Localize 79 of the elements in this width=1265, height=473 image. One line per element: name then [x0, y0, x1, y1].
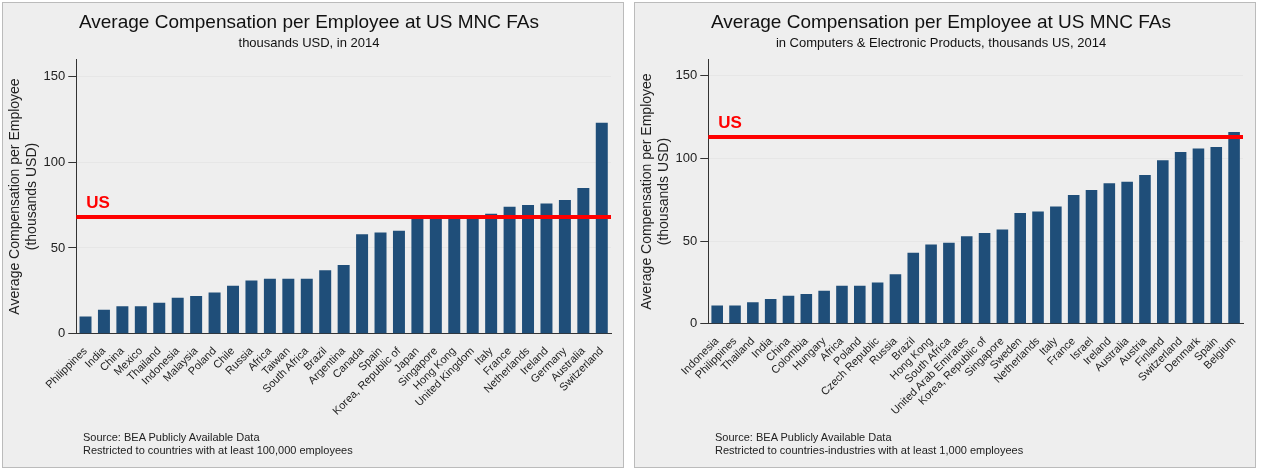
bar	[153, 302, 166, 334]
bar	[1210, 146, 1223, 324]
bar	[1139, 175, 1151, 324]
y-tick-label: 0	[58, 325, 66, 341]
source-note: Source: BEA Publicly Available Data	[715, 431, 893, 444]
y-tick-label: 100	[675, 150, 698, 166]
y-tick-label: 50	[682, 232, 698, 248]
text: Restricted to countries with at least 100,000 employees	[83, 444, 353, 457]
bar	[1228, 132, 1240, 324]
bar	[171, 297, 184, 334]
y-tick-label: 150	[675, 67, 698, 83]
bar	[300, 278, 313, 334]
bar	[1192, 148, 1205, 324]
bar	[854, 285, 866, 324]
chart-title: Average Compensation per Employee at US MNC FAs	[78, 10, 540, 32]
bar	[889, 274, 902, 324]
bar	[79, 316, 92, 334]
bar	[448, 218, 461, 334]
bar	[595, 122, 608, 334]
bar	[466, 217, 479, 334]
bar	[782, 295, 795, 324]
text: Restricted to countries-industries with at least 1,000 employees	[715, 444, 1024, 457]
y-tick-label: 0	[690, 315, 698, 331]
bar	[1121, 181, 1133, 324]
bar	[871, 282, 884, 324]
bar	[1174, 151, 1187, 324]
bar	[503, 206, 516, 334]
y-axis-title: Average Compensation per Employee (thousands USD)	[638, 73, 672, 310]
bar	[1103, 183, 1116, 324]
bar	[190, 295, 203, 334]
bar	[1085, 189, 1098, 324]
bar	[764, 298, 777, 324]
bar	[282, 278, 295, 334]
bar	[960, 236, 973, 324]
y-tick-label: 50	[50, 239, 66, 255]
bar	[208, 292, 221, 334]
bar	[134, 306, 147, 334]
chart-title: Average Compensation per Employee at US MNC FAs	[710, 10, 1172, 32]
source-note: Source: BEA Publicly Available Data	[83, 431, 261, 444]
bar	[356, 234, 369, 334]
bar	[711, 305, 723, 324]
bar	[558, 199, 571, 334]
bar	[925, 244, 937, 324]
bar	[319, 270, 332, 334]
bar	[337, 265, 350, 334]
bar	[1157, 160, 1169, 324]
bar	[943, 242, 955, 324]
bar	[1014, 213, 1026, 324]
bar	[97, 309, 110, 334]
bar	[800, 294, 813, 324]
bar	[540, 203, 553, 334]
bar	[1050, 206, 1062, 324]
bar	[1067, 194, 1080, 324]
bar	[429, 218, 442, 334]
bar	[978, 232, 991, 324]
y-tick-label: 100	[43, 153, 66, 169]
y-axis-title: Average Compensation per Employee (thousands USD)	[6, 78, 40, 315]
bar	[374, 232, 387, 334]
bar	[392, 230, 405, 334]
bar	[263, 278, 276, 334]
bar	[996, 229, 1009, 324]
bar	[729, 305, 741, 324]
bar	[411, 218, 424, 334]
bar	[227, 285, 240, 334]
chart-subtitle: in Computers & Electronic Products, thousands US, 2014	[775, 35, 1107, 51]
bar	[907, 252, 920, 324]
bar	[836, 285, 848, 324]
bar	[747, 302, 759, 324]
bar	[577, 187, 590, 334]
bar	[522, 205, 535, 334]
bar	[245, 280, 258, 334]
bar	[1032, 211, 1044, 324]
bar	[818, 290, 830, 324]
bar	[116, 306, 129, 334]
y-tick-label: 150	[43, 68, 66, 84]
ref-line-label: US	[86, 193, 110, 213]
chart-subtitle: thousands USD, in 2014	[238, 35, 380, 51]
ref-line-label: US	[718, 113, 742, 133]
bar	[485, 213, 498, 334]
